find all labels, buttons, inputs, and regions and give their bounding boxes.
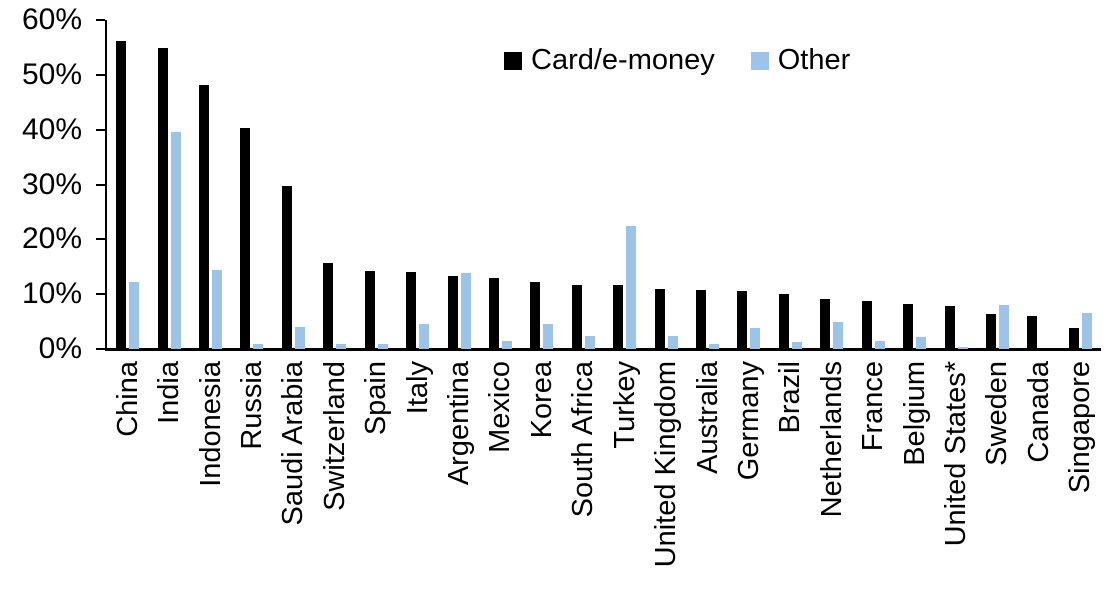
x-axis-label-text: Belgium [898, 361, 931, 466]
bar-other-mexico [501, 341, 512, 349]
x-axis-label-text: India [153, 361, 186, 424]
x-axis-label-text: Netherlands [815, 361, 848, 518]
legend-item-card-e-money: Card/e-money [504, 44, 715, 77]
x-axis-label-text: Spain [360, 361, 393, 436]
bar-other-switzerland [336, 343, 347, 349]
bar-other-belgium [916, 337, 927, 349]
bar-other-saudi-arabia [294, 327, 305, 349]
bar-other-italy [419, 323, 430, 349]
chart-legend: Card/e-money Other [504, 44, 850, 77]
bar-other-indonesia [212, 270, 223, 349]
legend-label-card-e-money: Card/e-money [531, 44, 715, 76]
x-axis-label-text: Russia [235, 361, 268, 450]
bar-card-e-money-singapore [1068, 327, 1079, 349]
bar-other-france [874, 340, 885, 349]
bar-card-e-money-south-africa [571, 284, 582, 349]
x-axis-label-text: Switzerland [318, 361, 351, 511]
y-tick-label: 50% [21, 57, 82, 91]
y-tick-label: 60% [21, 3, 82, 36]
x-axis-label-text: Turkey [608, 361, 641, 449]
x-axis-label-text: Canada [1022, 361, 1055, 463]
bar-card-e-money-switzerland [323, 263, 334, 349]
y-tick-label: 0% [38, 332, 82, 365]
x-axis-label-text: China [111, 361, 144, 437]
y-tick [96, 348, 105, 350]
y-tick [96, 183, 105, 186]
bar-other-argentina [460, 272, 471, 349]
y-tick-label: 40% [21, 112, 82, 146]
bar-other-spain [377, 343, 388, 349]
bar-card-e-money-canada [1027, 316, 1038, 349]
x-axis-label-text: Brazil [774, 361, 807, 434]
bar-card-e-money-korea [530, 282, 541, 349]
x-axis-label-text: South Africa [567, 361, 600, 518]
y-tick [96, 19, 105, 21]
x-axis-label-text: United Kingdom [650, 361, 683, 568]
x-axis-label-text: United States* [940, 361, 973, 547]
x-axis-label-text: Australia [691, 361, 724, 474]
bar-other-netherlands [833, 322, 844, 349]
x-axis-label-text: Germany [732, 361, 765, 481]
legend-swatch-card-e-money-icon [504, 51, 522, 70]
legend-swatch-other-icon [750, 51, 769, 70]
x-axis-label-text: Sweden [981, 361, 1014, 466]
bar-card-e-money-china [116, 40, 127, 349]
bar-card-e-money-argentina [447, 276, 458, 349]
bar-other-sweden [998, 305, 1009, 349]
x-axis-label-text: Italy [401, 361, 434, 415]
bar-other-germany [750, 328, 761, 349]
bar-other-brazil [791, 342, 802, 349]
legend-item-other: Other [750, 44, 851, 77]
x-axis-label-text: Indonesia [194, 361, 227, 487]
y-axis-line [105, 20, 107, 349]
y-tick-label: 30% [21, 167, 82, 201]
bar-other-china [129, 281, 140, 349]
bar-card-e-money-sweden [985, 313, 996, 349]
y-tick [96, 293, 105, 296]
bar-other-united-states [957, 346, 968, 349]
bar-card-e-money-united-states [944, 306, 955, 349]
bar-other-india [170, 131, 181, 349]
bar-card-e-money-united-kingdom [654, 288, 665, 349]
y-tick-label: 20% [21, 222, 82, 256]
bar-other-russia [253, 343, 264, 349]
x-axis-label-text: Argentina [443, 361, 476, 486]
y-tick [96, 128, 105, 131]
bar-card-e-money-australia [696, 289, 707, 349]
bar-other-korea [543, 323, 554, 349]
x-axis-label-text: Mexico [484, 361, 517, 453]
y-tick [96, 238, 105, 241]
bar-card-e-money-turkey [613, 285, 624, 349]
bar-other-turkey [626, 225, 637, 349]
bar-other-australia [709, 343, 720, 349]
legend-label-other: Other [777, 44, 851, 76]
bar-card-e-money-france [861, 301, 872, 349]
x-axis-label-text: Saudi Arabia [277, 361, 310, 526]
x-axis-label-text: France [857, 361, 890, 452]
y-tick-label: 10% [21, 277, 82, 311]
bar-card-e-money-spain [364, 271, 375, 349]
bar-other-united-kingdom [667, 335, 678, 349]
bar-card-e-money-italy [406, 271, 417, 349]
x-axis-label-text: Singapore [1064, 361, 1097, 494]
bar-card-e-money-mexico [488, 278, 499, 349]
bar-other-south-africa [584, 335, 595, 349]
bar-card-e-money-indonesia [199, 84, 210, 349]
bar-card-e-money-germany [737, 290, 748, 349]
bar-card-e-money-belgium [903, 304, 914, 349]
bar-card-e-money-russia [240, 128, 251, 349]
bar-card-e-money-brazil [778, 294, 789, 349]
bar-card-e-money-saudi-arabia [281, 186, 292, 349]
bar-card-e-money-netherlands [820, 298, 831, 349]
x-axis-line [105, 348, 1101, 351]
x-axis-label-text: Korea [525, 361, 558, 439]
bar-other-singapore [1081, 312, 1092, 349]
y-tick [96, 73, 105, 76]
bar-card-e-money-india [157, 47, 168, 349]
